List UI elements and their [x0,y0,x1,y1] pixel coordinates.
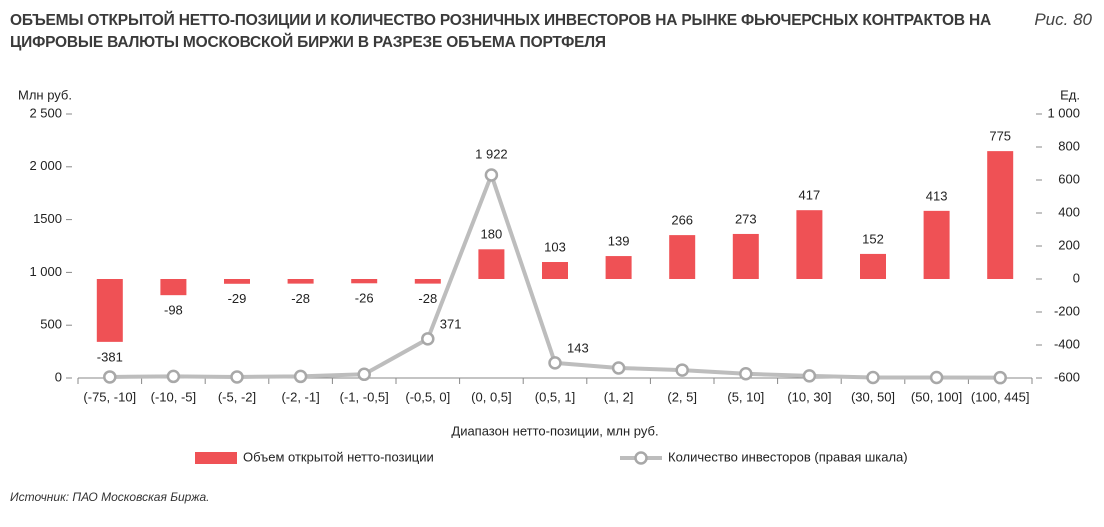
line-marker [675,363,689,377]
x-tick-label: (30, 50] [851,389,895,404]
data-label: 371 [440,316,462,331]
line-marker [993,370,1007,385]
bar [478,249,505,279]
bar [987,151,1014,279]
bar [414,279,441,284]
x-tick-label: (0, 0,5] [471,389,511,404]
legend-label: Объем открытой нетто-позиции [243,449,434,464]
x-tick-label: (-75, -10] [83,389,136,404]
line-marker [166,369,181,384]
y-tick-label: 0 [55,369,62,384]
bar [96,279,123,342]
x-tick-label: (-5, -2] [218,389,256,404]
data-label: -28 [418,291,437,306]
bar [542,262,568,279]
x-tick-label: (1, 2] [604,389,634,404]
line-marker [802,369,817,383]
data-label: -26 [355,291,374,306]
y2-tick-label: 1 000 [1047,105,1080,120]
data-label: -98 [164,303,183,318]
data-label: 152 [862,231,884,246]
x-tick-label: (-2, -1] [281,389,319,404]
x-tick-label: (50, 100] [911,389,962,404]
data-label: 273 [735,211,757,226]
x-tick-label: (2, 5] [667,389,697,404]
bar [287,279,314,284]
legend-marker [634,451,648,465]
data-label: -29 [228,291,247,306]
x-tick-label: (-0,5, 0] [405,389,450,404]
data-label: 413 [926,188,948,203]
y2-tick-label: 400 [1058,204,1080,219]
line-marker [548,356,562,370]
line-marker [739,367,753,381]
chart-title: ОБЪЕМЫ ОТКРЫТОЙ НЕТТО-ПОЗИЦИИ И КОЛИЧЕСТ… [10,12,991,51]
y2-tick-label: 600 [1058,171,1080,186]
line-marker [866,370,880,385]
y-tick-label: 2 000 [29,158,62,173]
line-marker [230,370,244,384]
y2-axis-label: Ед. [1060,87,1080,102]
line-marker [421,332,435,346]
y-tick-label: 1500 [33,211,62,226]
data-label: -28 [291,291,310,306]
legend-label: Количество инвесторов (правая шкала) [668,449,908,464]
x-tick-label: (10, 30] [787,389,831,404]
bar [860,253,886,279]
y-axis-label: Млн руб. [18,87,72,102]
bar [923,210,950,279]
y2-tick-label: 800 [1058,138,1080,153]
bar [351,279,378,284]
data-label: 103 [544,239,566,254]
bar [224,279,250,284]
line-marker [293,369,308,384]
bar [605,256,632,279]
y2-tick-label: -400 [1054,336,1080,351]
legend-swatch [195,452,237,464]
line-marker [103,370,117,384]
data-label: 417 [799,188,821,203]
x-tick-label: (-1, -0,5] [340,389,389,404]
data-label: 180 [481,227,503,242]
data-label: -381 [97,349,123,364]
bar [796,210,823,279]
x-tick-label: (0,5, 1] [535,389,575,404]
y2-tick-label: -200 [1054,303,1080,318]
y-tick-label: 500 [40,317,62,332]
x-tick-label: (5, 10] [727,389,764,404]
bar [732,233,759,279]
data-label: 266 [671,213,693,228]
line-marker [357,367,371,382]
x-axis-label: Диапазон нетто-позиции, млн руб. [451,423,658,438]
line-marker [484,168,499,182]
y2-tick-label: 0 [1073,270,1080,285]
bar [669,235,696,279]
y2-tick-label: 200 [1058,237,1080,252]
y-tick-label: 1 000 [29,264,62,279]
source-note: Источник: ПАО Московская Биржа. [10,490,210,504]
x-tick-label: (100, 445] [971,389,1030,404]
figure-label: Рис. 80 [1034,10,1092,29]
line-marker [929,370,944,385]
data-label: 139 [608,234,630,249]
y2-tick-label: -600 [1054,369,1080,384]
data-label: 775 [989,129,1011,144]
x-tick-label: (-10, -5] [151,389,197,404]
data-label: 143 [567,340,589,355]
y-tick-label: 2 500 [29,105,62,120]
bar [160,279,187,296]
data-label: 1 922 [475,146,508,161]
line-marker [611,361,626,375]
